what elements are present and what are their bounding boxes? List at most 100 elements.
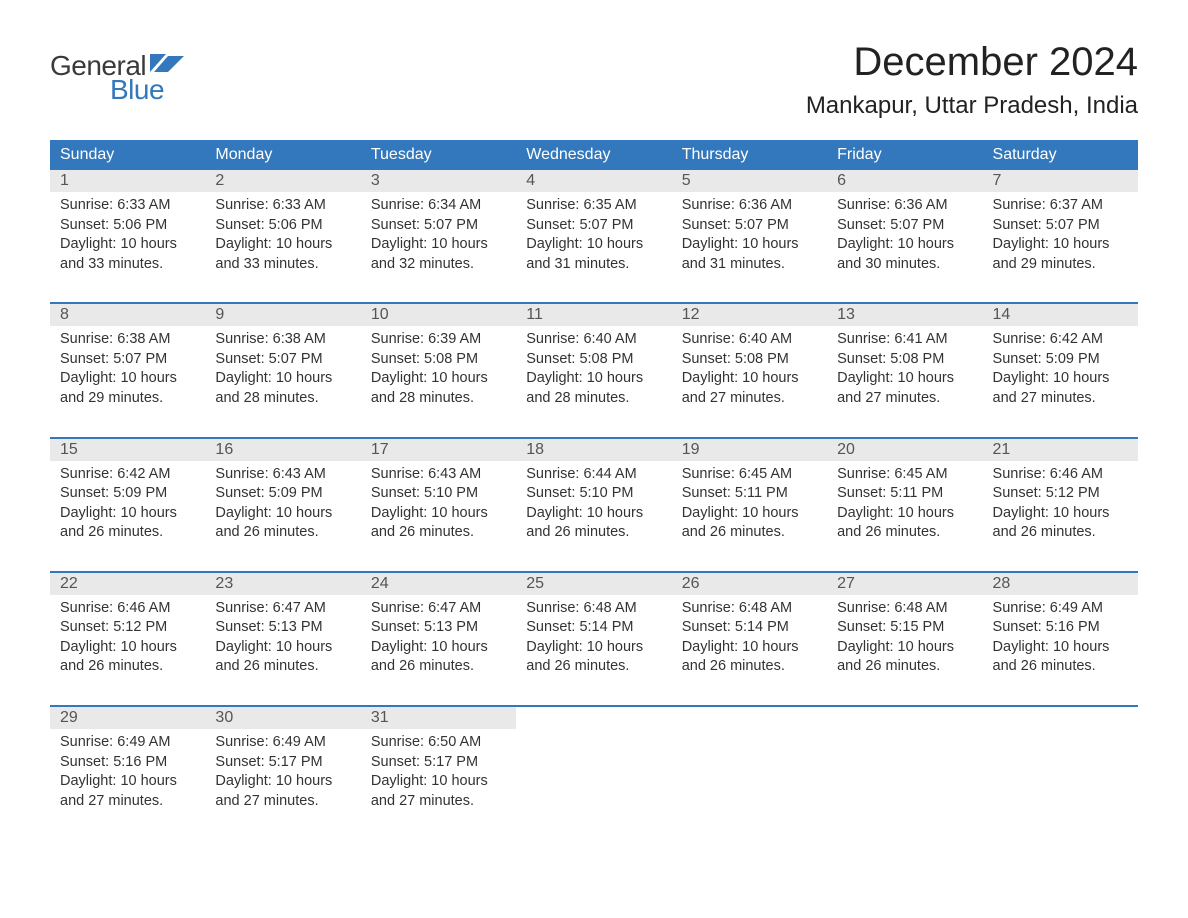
sunrise-line: Sunrise: 6:47 AM <box>215 599 350 619</box>
sunset-line: Sunset: 5:12 PM <box>993 484 1128 504</box>
day-number: 25 <box>516 573 671 595</box>
daylight-line: Daylight: 10 hours and 31 minutes. <box>682 235 817 274</box>
day-cell: Sunrise: 6:38 AMSunset: 5:07 PMDaylight:… <box>205 326 360 437</box>
day-number: 24 <box>361 573 516 595</box>
day-number: 31 <box>361 707 516 729</box>
day-data-row: Sunrise: 6:49 AMSunset: 5:16 PMDaylight:… <box>50 729 1138 839</box>
day-header: Saturday <box>983 140 1138 170</box>
sunset-line: Sunset: 5:07 PM <box>837 216 972 236</box>
day-number: 2 <box>205 170 360 192</box>
month-title: December 2024 <box>806 40 1138 84</box>
sunset-line: Sunset: 5:06 PM <box>60 216 195 236</box>
sunset-line: Sunset: 5:07 PM <box>371 216 506 236</box>
day-cell: Sunrise: 6:33 AMSunset: 5:06 PMDaylight:… <box>50 192 205 303</box>
daylight-line: Daylight: 10 hours and 31 minutes. <box>526 235 661 274</box>
day-cell: Sunrise: 6:38 AMSunset: 5:07 PMDaylight:… <box>50 326 205 437</box>
day-cell: Sunrise: 6:42 AMSunset: 5:09 PMDaylight:… <box>983 326 1138 437</box>
day-cell: Sunrise: 6:43 AMSunset: 5:10 PMDaylight:… <box>361 461 516 572</box>
day-number: 7 <box>983 170 1138 192</box>
day-cell: Sunrise: 6:48 AMSunset: 5:15 PMDaylight:… <box>827 595 982 706</box>
location: Mankapur, Uttar Pradesh, India <box>806 92 1138 120</box>
day-number: 20 <box>827 439 982 461</box>
day-cell: Sunrise: 6:45 AMSunset: 5:11 PMDaylight:… <box>827 461 982 572</box>
day-number: 27 <box>827 573 982 595</box>
day-cell <box>516 729 671 839</box>
sunset-line: Sunset: 5:09 PM <box>60 484 195 504</box>
daylight-line: Daylight: 10 hours and 26 minutes. <box>215 504 350 543</box>
daylight-line: Daylight: 10 hours and 26 minutes. <box>371 638 506 677</box>
sunrise-line: Sunrise: 6:42 AM <box>993 330 1128 350</box>
sunset-line: Sunset: 5:06 PM <box>215 216 350 236</box>
sunrise-line: Sunrise: 6:44 AM <box>526 465 661 485</box>
day-data-row: Sunrise: 6:33 AMSunset: 5:06 PMDaylight:… <box>50 192 1138 303</box>
day-number: 28 <box>983 573 1138 595</box>
daylight-line: Daylight: 10 hours and 27 minutes. <box>371 772 506 811</box>
day-data-row: Sunrise: 6:38 AMSunset: 5:07 PMDaylight:… <box>50 326 1138 437</box>
day-cell: Sunrise: 6:47 AMSunset: 5:13 PMDaylight:… <box>361 595 516 706</box>
daynum-row: 15161718192021 <box>50 439 1138 461</box>
day-cell: Sunrise: 6:34 AMSunset: 5:07 PMDaylight:… <box>361 192 516 303</box>
sunrise-line: Sunrise: 6:45 AM <box>682 465 817 485</box>
sunrise-line: Sunrise: 6:39 AM <box>371 330 506 350</box>
sunset-line: Sunset: 5:16 PM <box>60 753 195 773</box>
day-cell: Sunrise: 6:44 AMSunset: 5:10 PMDaylight:… <box>516 461 671 572</box>
day-number: 1 <box>50 170 205 192</box>
sunset-line: Sunset: 5:13 PM <box>215 618 350 638</box>
day-cell <box>827 729 982 839</box>
sunrise-line: Sunrise: 6:45 AM <box>837 465 972 485</box>
daynum-row: 891011121314 <box>50 304 1138 326</box>
daylight-line: Daylight: 10 hours and 28 minutes. <box>371 369 506 408</box>
day-cell <box>983 729 1138 839</box>
day-data-row: Sunrise: 6:46 AMSunset: 5:12 PMDaylight:… <box>50 595 1138 706</box>
day-number: 30 <box>205 707 360 729</box>
day-number: 19 <box>672 439 827 461</box>
day-cell: Sunrise: 6:45 AMSunset: 5:11 PMDaylight:… <box>672 461 827 572</box>
day-cell: Sunrise: 6:42 AMSunset: 5:09 PMDaylight:… <box>50 461 205 572</box>
sunset-line: Sunset: 5:07 PM <box>682 216 817 236</box>
sunset-line: Sunset: 5:07 PM <box>60 350 195 370</box>
day-number: 10 <box>361 304 516 326</box>
day-cell: Sunrise: 6:43 AMSunset: 5:09 PMDaylight:… <box>205 461 360 572</box>
daylight-line: Daylight: 10 hours and 26 minutes. <box>60 504 195 543</box>
sunrise-line: Sunrise: 6:46 AM <box>993 465 1128 485</box>
sunset-line: Sunset: 5:08 PM <box>837 350 972 370</box>
sunset-line: Sunset: 5:09 PM <box>215 484 350 504</box>
day-cell: Sunrise: 6:40 AMSunset: 5:08 PMDaylight:… <box>672 326 827 437</box>
daylight-line: Daylight: 10 hours and 26 minutes. <box>371 504 506 543</box>
sunrise-line: Sunrise: 6:40 AM <box>682 330 817 350</box>
day-number: 3 <box>361 170 516 192</box>
sunrise-line: Sunrise: 6:48 AM <box>837 599 972 619</box>
day-number: 6 <box>827 170 982 192</box>
sunset-line: Sunset: 5:16 PM <box>993 618 1128 638</box>
sunset-line: Sunset: 5:09 PM <box>993 350 1128 370</box>
day-number: 15 <box>50 439 205 461</box>
day-header: Sunday <box>50 140 205 170</box>
day-cell <box>672 729 827 839</box>
day-cell: Sunrise: 6:46 AMSunset: 5:12 PMDaylight:… <box>983 461 1138 572</box>
day-number: 22 <box>50 573 205 595</box>
day-cell: Sunrise: 6:49 AMSunset: 5:17 PMDaylight:… <box>205 729 360 839</box>
daylight-line: Daylight: 10 hours and 27 minutes. <box>993 369 1128 408</box>
daylight-line: Daylight: 10 hours and 30 minutes. <box>837 235 972 274</box>
title-block: December 2024 Mankapur, Uttar Pradesh, I… <box>806 40 1138 120</box>
day-cell: Sunrise: 6:48 AMSunset: 5:14 PMDaylight:… <box>672 595 827 706</box>
sunrise-line: Sunrise: 6:50 AM <box>371 733 506 753</box>
sunrise-line: Sunrise: 6:47 AM <box>371 599 506 619</box>
sunset-line: Sunset: 5:14 PM <box>526 618 661 638</box>
day-number: 12 <box>672 304 827 326</box>
day-number <box>827 707 982 729</box>
day-cell: Sunrise: 6:41 AMSunset: 5:08 PMDaylight:… <box>827 326 982 437</box>
sunset-line: Sunset: 5:10 PM <box>526 484 661 504</box>
sunrise-line: Sunrise: 6:33 AM <box>215 196 350 216</box>
day-number: 4 <box>516 170 671 192</box>
day-cell: Sunrise: 6:39 AMSunset: 5:08 PMDaylight:… <box>361 326 516 437</box>
calendar-table: Sunday Monday Tuesday Wednesday Thursday… <box>50 140 1138 839</box>
sunrise-line: Sunrise: 6:37 AM <box>993 196 1128 216</box>
daylight-line: Daylight: 10 hours and 27 minutes. <box>682 369 817 408</box>
day-header: Friday <box>827 140 982 170</box>
sunrise-line: Sunrise: 6:35 AM <box>526 196 661 216</box>
sunrise-line: Sunrise: 6:34 AM <box>371 196 506 216</box>
calendar-tbody: 1234567Sunrise: 6:33 AMSunset: 5:06 PMDa… <box>50 170 1138 839</box>
sunset-line: Sunset: 5:08 PM <box>371 350 506 370</box>
sunset-line: Sunset: 5:11 PM <box>837 484 972 504</box>
